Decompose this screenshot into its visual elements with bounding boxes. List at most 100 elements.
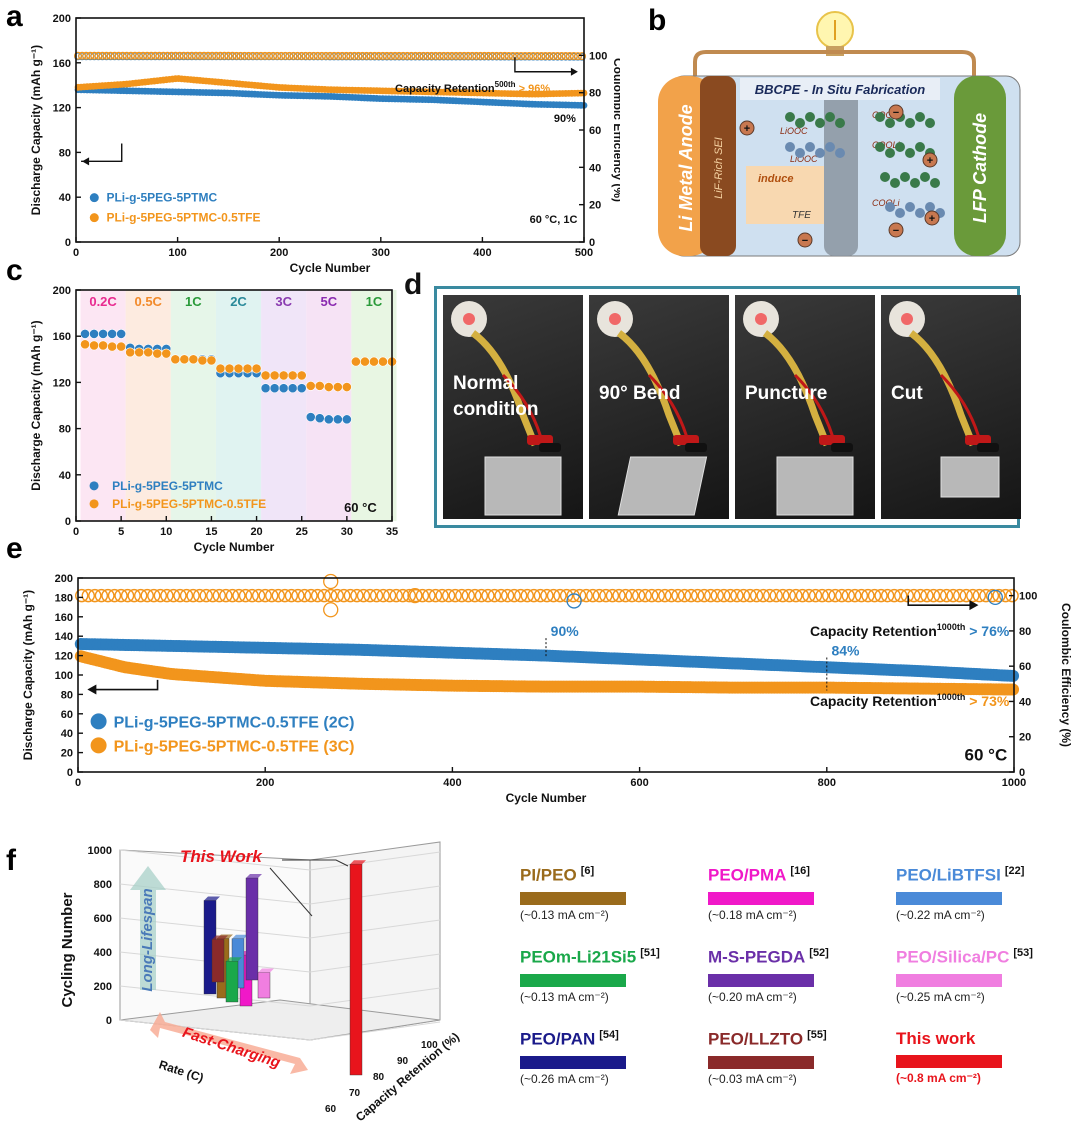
ce-point [346,51,355,60]
ce-point [120,588,135,603]
ce-point [402,588,417,603]
cooli-label-1: COOLi [872,110,901,120]
rate-label: 0.2C [89,294,117,309]
x-tick-label: 200 [270,247,288,259]
ce-point [301,51,310,60]
ce-point [219,588,233,603]
y-tick-label: 140 [55,631,73,643]
ce-point [474,588,489,603]
arrow-head-right [570,67,578,76]
ce-point [561,52,570,61]
ce-point [874,588,888,603]
x-tick-label: 600 [630,777,648,789]
rate-point [287,370,298,381]
cathode [954,76,1006,256]
legend-marker [89,481,99,491]
capacity-point [1007,683,1020,696]
rate-point [161,348,172,359]
legend-current-density: (~0.20 mA cm⁻²) [708,989,797,1004]
y2-tick-label: 0 [1019,767,1025,779]
ce-point [114,51,123,60]
polymer-bead [875,112,885,122]
x-tick-label: 10 [160,526,172,538]
ce-point [448,588,462,603]
rate-point [278,383,289,394]
ce-point [310,588,325,603]
ce-point [110,51,119,60]
ce-point [90,51,99,60]
ce-point [514,588,528,603]
ce-point [191,51,200,60]
grid-line [309,1021,441,1041]
y-axis-title: Discharge Capacity (mAh g⁻¹) [29,320,43,490]
polymer-bead [825,142,835,152]
legend-swatch [708,1055,814,1069]
ce-point [861,588,875,603]
grid-line [119,849,311,871]
y-tick-label: 120 [53,377,71,389]
x-tick-label: 20 [250,526,262,538]
polymer-bead [875,142,885,152]
arrow-head-left [87,684,97,695]
ce-point [763,588,777,603]
legend-current-density: (~0.25 mA cm⁻²) [896,989,985,1004]
rate-point [296,383,307,394]
ce-point [74,51,83,60]
ion-icon [924,210,940,226]
photo-caption: Normal condition [453,373,539,420]
ce-point [81,588,95,603]
ce-point [992,588,1006,603]
ce-point [517,51,526,60]
rate-point [170,354,181,365]
polymer-bead [915,208,925,218]
legend-swatch [896,1055,1002,1068]
legend-entry: M-S-PEGDA [52] (~0.20 mA cm⁻²) [708,947,829,1004]
x-tick-label: 0 [73,526,79,538]
bar-top [212,935,228,940]
legend-marker [89,193,99,203]
legend-entry-ref: [51] [640,947,660,959]
chart-c: 0.2C 0.5C 1C 2C 3C 5C 1C 0 5 10 15 20 25 30 35 0 40 80 120… [29,285,398,554]
polymer-bead [920,172,930,182]
y-tick-label: 200 [53,285,71,297]
ce-point [204,51,213,60]
ce-point [455,588,469,603]
ce-point [631,588,646,603]
ce-point [278,588,292,603]
rate-label: 1C [366,294,383,309]
ce-point [443,51,452,60]
ce-point [244,51,253,60]
ce-point [208,51,217,60]
ce-point [356,588,371,603]
ce-point [605,588,620,603]
y-tick-label: 120 [53,103,71,115]
legend-entry-ref: [16] [790,865,810,877]
polymer-bead [805,112,815,122]
y2-tick-label: 80 [589,88,601,100]
ce-point [441,588,456,603]
ce-point [677,588,692,603]
ce-point [285,51,294,60]
ce-point [987,589,1003,606]
bar [211,939,225,983]
rate-band [170,290,216,521]
polymer-bead [905,202,915,212]
panel-b: b BBCPE - In Situ Fabrication Li Metal A… [648,4,1021,257]
y-tick-label: 80 [59,147,71,159]
rate-point [287,383,298,394]
ce-point [297,588,312,603]
legend-swatch [896,891,1002,905]
long-lifespan-label: Long-Lifespan [139,888,156,991]
ce-point [403,51,412,60]
z-tick-label: 400 [94,947,112,959]
rate-point [378,356,388,367]
ce-point [130,51,139,60]
liooc-label-2: LiOOC [790,154,818,164]
x-tick-label: 5 [118,526,124,538]
y2-tick-label: 40 [1019,696,1031,708]
ion-sign: − [893,225,899,237]
ce-point [880,588,895,603]
label-800: 84% [831,643,860,659]
ce-point [199,588,213,603]
ce-point [456,51,465,60]
